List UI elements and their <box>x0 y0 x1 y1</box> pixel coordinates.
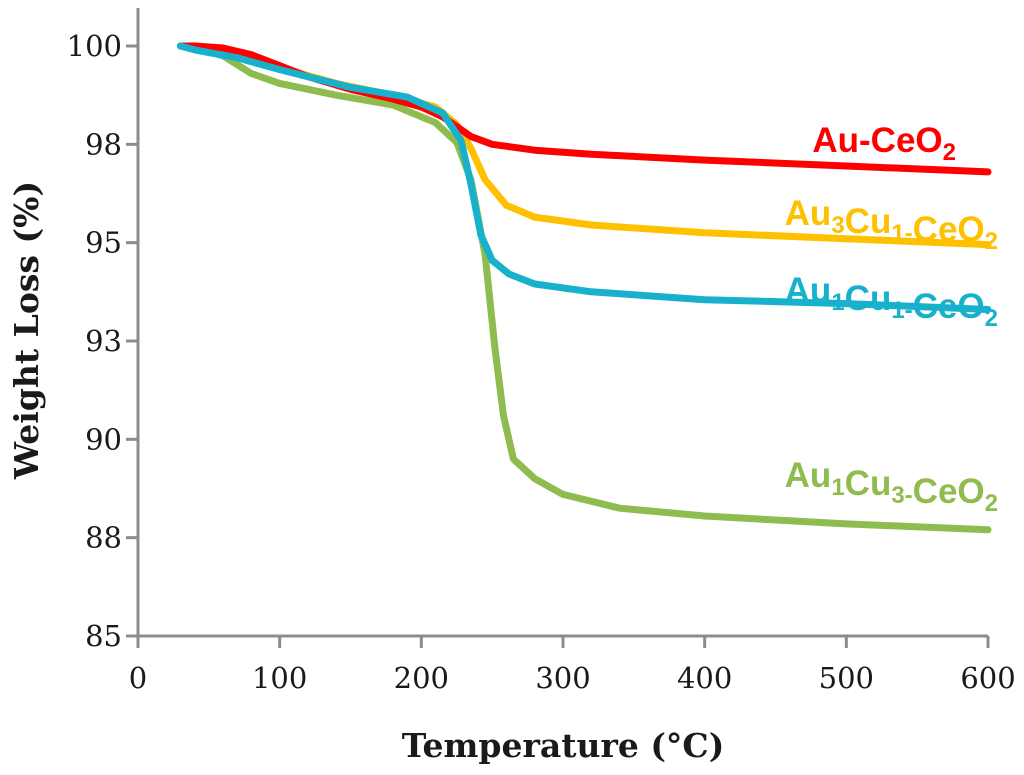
series-label-au1cu1-ceo2: Au1Cu1-CeO2 <box>785 271 998 332</box>
x-tick-label: 500 <box>819 661 874 695</box>
series-labels: Au-CeO2 Au3Cu1-CeO2 Au1Cu1-CeO2 Au1Cu3-CeO2 <box>785 121 998 517</box>
axes: 85 88 90 93 95 98 100 0 100 200 300 400 500 600 <box>67 8 1016 695</box>
x-axis-title: Temperature (°C) <box>402 726 725 765</box>
y-tick-label: 93 <box>85 324 122 358</box>
series-line-au1cu1-ceo2 <box>177 42 992 313</box>
y-tick-label: 98 <box>85 127 122 161</box>
y-tick-label: 95 <box>85 226 122 260</box>
x-tick-label: 0 <box>129 661 147 695</box>
series-label-au3cu1-ceo2: Au3Cu1-CeO2 <box>785 194 998 255</box>
x-tick-label: 400 <box>677 661 732 695</box>
x-tick-label: 300 <box>535 661 590 695</box>
y-tick-label: 100 <box>67 29 122 63</box>
series-label-au-ceo2: Au-CeO2 <box>812 121 956 166</box>
x-tick-label: 100 <box>252 661 307 695</box>
x-tick-label: 600 <box>960 661 1015 695</box>
y-tick-label: 90 <box>85 422 122 456</box>
y-tick-label: 88 <box>85 521 122 555</box>
y-tick-label: 85 <box>85 619 122 653</box>
series-label-au1cu3-ceo2: Au1Cu3-CeO2 <box>785 456 998 517</box>
y-axis-title: Weight Loss (%) <box>7 181 46 480</box>
x-tick-label: 200 <box>394 661 449 695</box>
series-group <box>177 42 992 534</box>
